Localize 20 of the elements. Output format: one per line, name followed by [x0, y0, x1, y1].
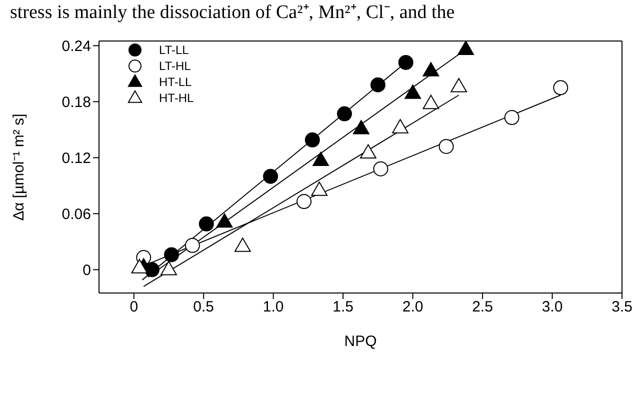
legend-label: LT-HL	[159, 59, 191, 73]
x-tick-label: 3.5	[612, 298, 632, 316]
y-tick-label: 0.06	[62, 206, 91, 223]
legend-label: HT-LL	[159, 75, 192, 89]
x-axis-title: NPQ	[344, 333, 377, 350]
y-tick-label: 0.24	[62, 38, 91, 55]
legend-label: HT-HL	[159, 91, 194, 105]
x-tick-label: 2.5	[472, 298, 493, 316]
legend-label: LT-LL	[159, 43, 189, 57]
y-axis-title: ∆α [µmol⁻¹ m² s]	[10, 114, 28, 220]
x-tick-label: 3.0	[542, 298, 563, 316]
x-tick-label: 0.5	[193, 298, 214, 316]
x-tick-label: 2.0	[402, 298, 424, 316]
y-tick-label: 0.12	[62, 150, 91, 167]
text: stress is mainly the dissociation of Ca²⁺, Mn²⁺, Cl⁻, and the	[10, 2, 455, 24]
x-tick-label: 0	[130, 298, 138, 316]
y-tick-label: 0	[82, 262, 91, 279]
x-tick-label: 1.0	[262, 298, 284, 316]
y-tick-label: 0.18	[62, 94, 91, 111]
x-tick-label: 1.5	[332, 298, 354, 316]
